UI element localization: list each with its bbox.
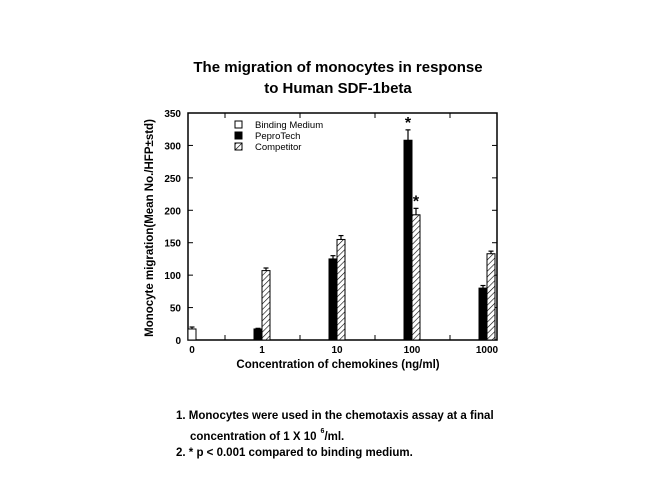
significance-asterisk: * <box>413 193 420 210</box>
y-tick-label: 50 <box>170 304 182 315</box>
legend-swatch <box>234 131 243 140</box>
x-tick-label: 1000 <box>476 345 499 356</box>
y-tick-label: 200 <box>164 206 181 217</box>
significance-asterisk: * <box>405 115 412 132</box>
y-tick-label: 150 <box>164 239 181 250</box>
x-tick-label: 0 <box>189 345 195 356</box>
chart-title-line-2: to Human SDF-1beta <box>264 80 412 97</box>
x-tick-label: 1 <box>259 345 265 356</box>
y-tick-label: 250 <box>164 174 181 185</box>
footnote-1-unit: /ml. <box>324 431 345 443</box>
bar <box>187 328 197 341</box>
footnote-2: 2. * p < 0.001 compared to binding mediu… <box>176 447 413 459</box>
bar <box>336 238 346 341</box>
bar-series: ** <box>187 115 496 341</box>
bar <box>403 139 413 341</box>
legend-label: Binding Medium <box>255 120 323 131</box>
bar <box>486 253 496 341</box>
legend-label: Competitor <box>255 142 301 153</box>
y-tick-label: 0 <box>175 336 181 347</box>
chart-title-line-1: The migration of monocytes in response <box>193 59 483 76</box>
legend-swatch <box>234 120 243 129</box>
footnotes: 1. Monocytes were used in the chemotaxis… <box>176 408 494 461</box>
legend-swatch <box>234 142 243 151</box>
y-axis-label: Monocyte migration(Mean No./HFP±std) <box>144 119 156 337</box>
bar <box>253 328 263 341</box>
legend-label: PeproTech <box>255 131 300 142</box>
y-tick-label: 350 <box>164 109 181 120</box>
x-tick-label: 10 <box>331 345 343 356</box>
y-tick-label: 100 <box>164 271 181 282</box>
bar <box>411 214 421 341</box>
bar <box>478 287 488 341</box>
x-tick-label: 100 <box>404 345 421 356</box>
x-axis-label: Concentration of chemokines (ng/ml) <box>236 359 439 371</box>
bar <box>261 270 271 341</box>
y-tick-label: 300 <box>164 141 181 152</box>
bar <box>328 258 338 341</box>
footnote-1-text: concentration of 1 X 10 <box>190 431 317 443</box>
footnote-1-line-1: 1. Monocytes were used in the chemotaxis… <box>176 410 494 422</box>
footnote-1-line-2: concentration of 1 X 10 6/ml. <box>176 424 494 445</box>
footnote-1-exponent: 6 <box>320 428 325 435</box>
